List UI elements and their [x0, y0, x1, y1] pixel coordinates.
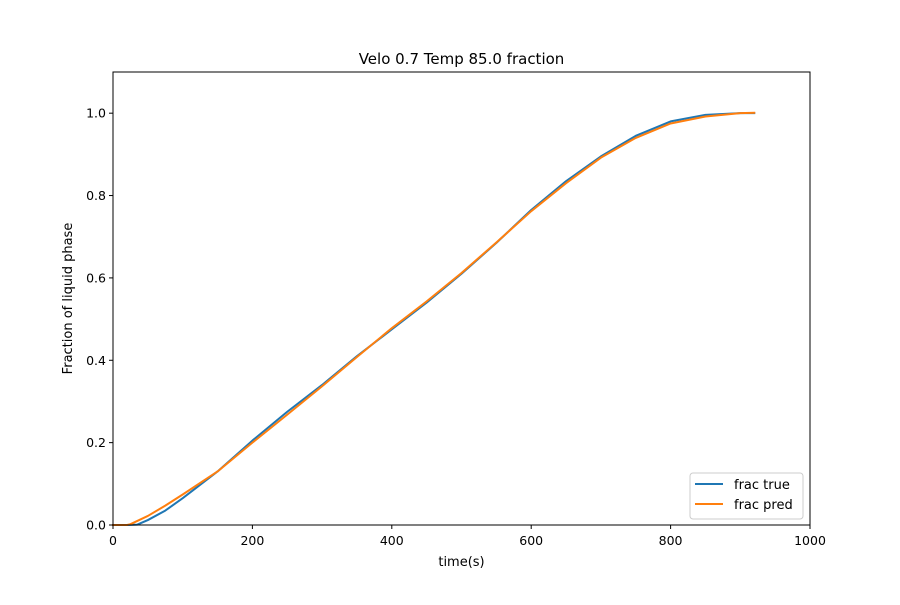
y-tick-label: 1.0 [86, 106, 106, 121]
x-tick-label: 800 [659, 533, 683, 548]
legend-label-frac-pred: frac pred [734, 498, 793, 513]
x-axis-label: time(s) [438, 555, 484, 570]
x-tick-label: 600 [519, 533, 543, 548]
y-tick-label: 0.0 [86, 518, 106, 533]
y-tick-label: 0.4 [86, 353, 106, 368]
x-tick-label: 1000 [794, 533, 826, 548]
y-axis-label: Fraction of liquid phase [61, 223, 76, 375]
y-tick-label: 0.8 [86, 188, 106, 203]
y-tick-label: 0.2 [86, 435, 106, 450]
x-axis-ticks: 0 200 400 600 800 1000 [109, 525, 826, 548]
x-tick-label: 200 [240, 533, 264, 548]
series-line-frac-pred [112, 111, 756, 526]
y-tick-label: 0.6 [86, 270, 106, 285]
y-axis-ticks: 0.0 0.2 0.4 0.6 0.8 1.0 [86, 106, 113, 533]
x-tick-label: 0 [109, 533, 117, 548]
x-tick-label: 400 [380, 533, 404, 548]
legend-label-frac-true: frac true [734, 478, 790, 493]
plot-lines [112, 111, 756, 526]
plot-area-frame [112, 71, 811, 526]
chart-title: Velo 0.7 Temp 85.0 fraction [359, 50, 565, 68]
legend: frac true frac pred [689, 472, 804, 520]
